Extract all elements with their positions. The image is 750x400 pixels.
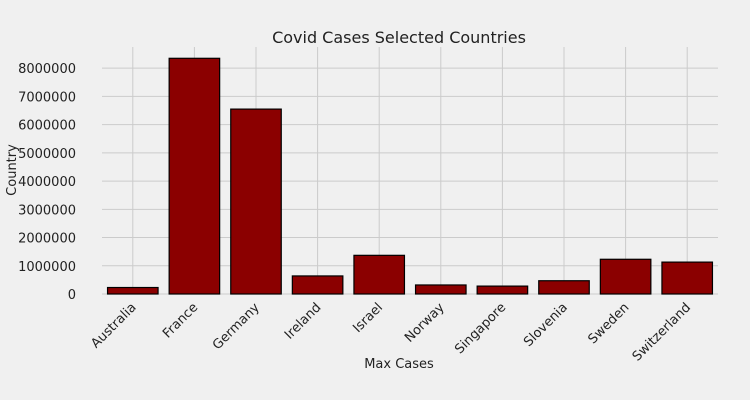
x-tick-label: Israel	[350, 300, 386, 336]
bar-ireland	[291, 275, 344, 295]
chart-title: Covid Cases Selected Countries	[272, 28, 526, 47]
bar-switzerland	[661, 261, 714, 295]
x-axis-label: Max Cases	[364, 357, 434, 372]
x-tick-label: Germany	[210, 300, 263, 353]
y-axis-label: Country	[5, 144, 20, 196]
bar-germany	[230, 108, 282, 295]
y-tick-label: 6000000	[18, 119, 76, 134]
x-tick-label: Slovenia	[521, 300, 571, 350]
x-tick-label: Switzerland	[630, 300, 694, 364]
y-tick-label: 4000000	[18, 175, 76, 190]
bar-sweden	[599, 258, 652, 295]
x-tick-label: Singapore	[452, 300, 509, 357]
x-tick-label: Norway	[402, 300, 448, 346]
bar-slovenia	[538, 280, 590, 295]
y-tick-label: 3000000	[18, 203, 76, 218]
x-tick-label: France	[160, 300, 201, 341]
y-tick-label: 1000000	[18, 260, 76, 275]
x-tick-label: Ireland	[282, 300, 324, 342]
y-axis-ticks: 0 1000000 2000000 3000000 4000000 5000000 6000…	[18, 62, 76, 303]
bars	[106, 57, 714, 295]
y-tick-label: 5000000	[18, 147, 76, 162]
bar-israel	[353, 254, 406, 295]
x-axis-ticks: Australia France Germany Ireland Israel Norwa…	[88, 300, 694, 364]
bar-australia	[106, 286, 159, 295]
bar-france	[168, 57, 221, 295]
y-tick-label: 7000000	[18, 90, 76, 105]
y-tick-label: 2000000	[18, 232, 76, 247]
y-tick-label: 8000000	[18, 62, 76, 77]
x-tick-label: Australia	[88, 300, 139, 351]
bar-singapore	[476, 285, 529, 295]
y-tick-label: 0	[68, 288, 76, 303]
bar-norway	[414, 284, 467, 295]
x-tick-label: Sweden	[585, 300, 632, 347]
